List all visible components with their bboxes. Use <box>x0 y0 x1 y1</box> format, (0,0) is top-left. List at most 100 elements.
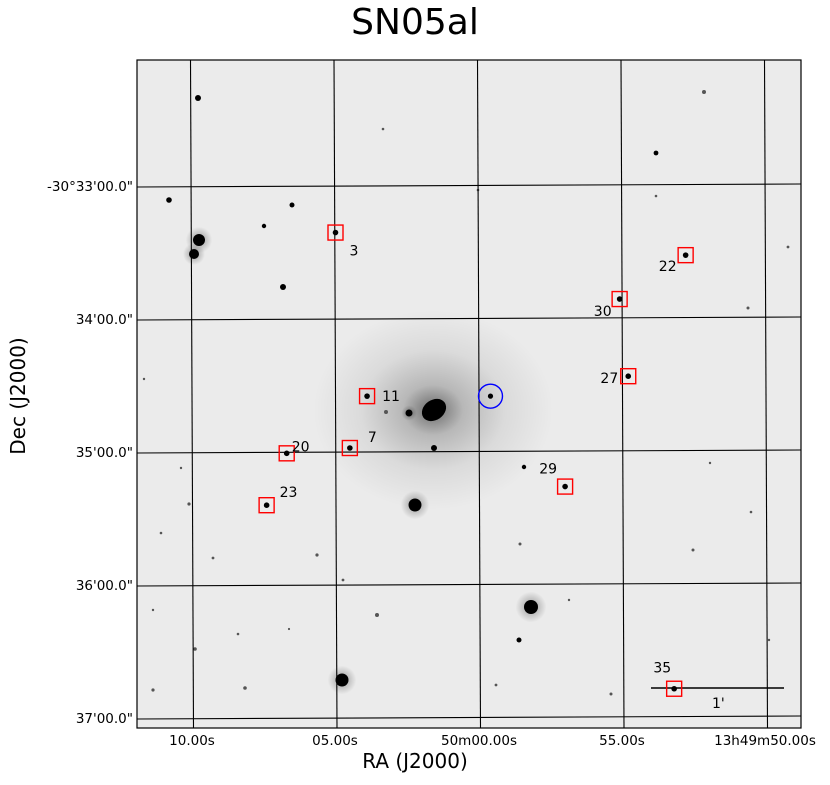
comparison-star <box>671 685 677 692</box>
host-galaxy-core <box>421 398 447 422</box>
comparison-star-label: 35 <box>653 661 671 677</box>
comparison-star-box <box>677 246 694 264</box>
field-star <box>189 249 199 259</box>
field-star <box>653 150 659 156</box>
field-stars <box>142 90 790 696</box>
comparison-star <box>347 445 353 451</box>
comparison-star-box <box>611 290 628 308</box>
field-star <box>691 548 695 552</box>
y-tick-label: 36'00.0" <box>76 578 133 594</box>
field-star <box>609 692 613 696</box>
field-star <box>567 598 571 602</box>
scale-bar-label: 1' <box>712 696 725 712</box>
comparison-star-label: 30 <box>594 304 612 320</box>
field-star <box>767 638 771 642</box>
field-star <box>384 410 388 414</box>
field-star <box>786 245 790 249</box>
field-star <box>381 127 385 131</box>
comparison-star-label: 23 <box>280 485 298 501</box>
field-star <box>261 223 267 229</box>
chart-title: SN05al <box>351 2 479 43</box>
y-tick-label: -30°33'00.0" <box>47 179 133 195</box>
field-star <box>211 556 215 560</box>
field-star <box>518 542 522 546</box>
comparison-star-markers: 3 22 30 27 11 7 20 29 23 35 <box>258 224 694 697</box>
x-axis-label: RA (J2000) <box>362 749 468 773</box>
x-tick-label: 55.00s <box>599 733 645 749</box>
comparison-star-box <box>341 439 359 457</box>
field-star <box>236 632 240 636</box>
comparison-star-label: 27 <box>600 371 618 387</box>
x-tick-labels: 10.00s 05.00s 50m00.00s 55.00s 13h49m50.00s <box>169 733 816 749</box>
field-star <box>521 464 527 470</box>
field-star <box>708 461 712 465</box>
field-star <box>431 445 437 451</box>
dec-grid-line <box>137 183 801 188</box>
ra-grid-line <box>763 60 769 728</box>
comparison-star-box <box>327 224 344 241</box>
y-tick-label: 34'00.0" <box>76 312 133 328</box>
field-star <box>193 647 197 651</box>
comparison-star <box>332 229 339 236</box>
field-star <box>335 673 349 687</box>
field-star <box>375 613 379 617</box>
x-tick-label: 50m00.00s <box>441 733 517 749</box>
dec-grid-line <box>137 715 801 720</box>
field-star <box>289 202 295 208</box>
comparison-star <box>263 502 270 509</box>
comparison-star-box <box>665 680 683 697</box>
field-star <box>179 466 183 470</box>
x-tick-label: 10.00s <box>169 733 215 749</box>
comparison-star-label: 11 <box>382 389 400 405</box>
x-tick-label: 13h49m50.00s <box>714 733 816 749</box>
field-star <box>187 502 191 506</box>
comparison-star-box <box>278 445 295 462</box>
field-star <box>516 637 522 643</box>
field-star <box>151 688 155 692</box>
dec-grid-line <box>137 449 801 454</box>
comparison-star <box>283 450 290 457</box>
field-star <box>749 510 753 514</box>
comparison-star-label: 22 <box>659 259 677 275</box>
x-tick-label: 05.00s <box>312 733 358 749</box>
field-star <box>195 95 201 101</box>
field-star <box>341 578 345 582</box>
supernova-point <box>487 393 494 399</box>
field-star <box>315 553 319 557</box>
field-star <box>746 306 750 310</box>
field-star <box>193 234 205 246</box>
field-star <box>408 498 422 512</box>
field-star <box>524 600 538 614</box>
field-star <box>243 686 247 690</box>
field-star <box>151 608 155 612</box>
dec-grid-line <box>137 582 801 587</box>
comparison-star <box>364 393 370 399</box>
y-tick-label: 37'00.0" <box>76 711 133 727</box>
comparison-star <box>562 483 568 490</box>
field-star <box>405 409 413 417</box>
comparison-star <box>682 252 689 258</box>
comparison-star <box>616 296 623 302</box>
comparison-star-box <box>358 387 376 405</box>
field-star <box>166 197 172 203</box>
comparison-star-label: 20 <box>292 439 310 455</box>
field-star <box>702 90 706 94</box>
field-star <box>142 377 146 381</box>
comparison-star-label: 29 <box>539 462 557 478</box>
field-star <box>159 531 163 535</box>
comparison-star-label: 7 <box>368 430 377 446</box>
ra-grid-line <box>620 60 625 728</box>
supernova-marker <box>477 383 504 409</box>
ra-grid-line <box>189 60 195 728</box>
field-star <box>654 194 658 198</box>
y-tick-label: 35'00.0" <box>76 445 133 461</box>
comparison-star-box <box>258 497 275 514</box>
comparison-star-label: 3 <box>350 244 359 260</box>
field-star <box>287 627 291 631</box>
comparison-star <box>625 373 632 379</box>
field-star <box>280 284 286 290</box>
comparison-star-box <box>556 478 574 495</box>
dec-grid-line <box>137 316 801 321</box>
y-tick-labels: -30°33'00.0" 34'00.0" 35'00.0" 36'00.0" 37'0… <box>47 179 133 727</box>
